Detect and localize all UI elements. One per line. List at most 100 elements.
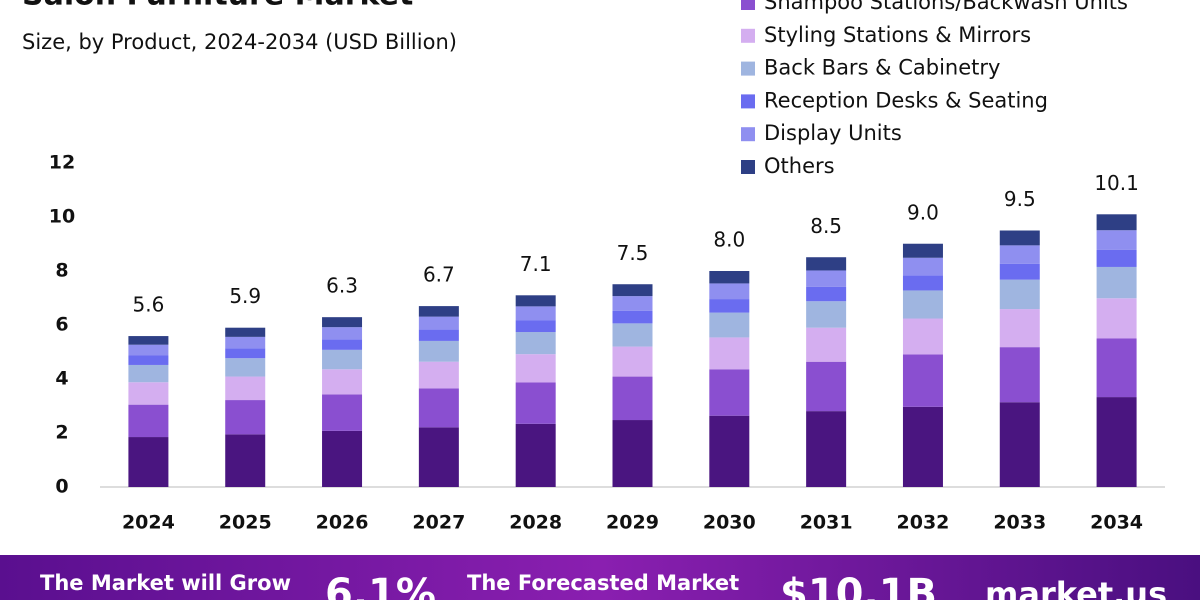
bar-segment	[999, 347, 1040, 403]
y-tick-label: 6	[55, 314, 68, 336]
bar-segment	[322, 317, 363, 328]
total-label: 6.3	[326, 273, 358, 297]
bar-segment	[128, 355, 169, 365]
bar-segment	[612, 376, 653, 421]
legend-swatch	[741, 28, 755, 43]
total-label: 7.1	[520, 252, 552, 276]
total-label: 8.5	[810, 214, 842, 238]
legend-label: Reception Desks & Seating	[764, 88, 1048, 112]
x-tick-label: 2033	[993, 512, 1046, 534]
y-tick-label: 8	[55, 260, 68, 282]
bar-segment	[128, 437, 169, 487]
bar-segment	[709, 415, 750, 487]
total-label: 5.9	[229, 284, 261, 308]
bar-segment	[515, 423, 556, 487]
bar-segment	[612, 323, 653, 347]
bar-segment	[709, 299, 750, 313]
bar-segment	[806, 327, 847, 362]
legend-label: Styling Stations & Mirrors	[764, 23, 1031, 47]
legend-label: Others	[764, 154, 835, 178]
y-tick-label: 12	[49, 152, 75, 174]
bar-segment	[806, 257, 847, 271]
bar-segment	[612, 346, 653, 377]
bar-segment	[902, 257, 943, 276]
bar-segment	[322, 349, 363, 370]
bar-segment	[709, 312, 750, 338]
x-tick-label: 2024	[122, 512, 175, 534]
bar-segment	[709, 283, 750, 300]
legend-label: Display Units	[764, 121, 902, 145]
legend-label: Back Bars & Cabinetry	[764, 56, 1000, 80]
bar-segment	[418, 306, 459, 317]
bar-segment	[322, 339, 363, 350]
bar-segment	[999, 263, 1040, 280]
x-tick-label: 2032	[897, 512, 950, 534]
chart-subtitle: Size, by Product, 2024-2034 (USD Billion…	[22, 30, 457, 54]
legend-swatch	[741, 94, 755, 109]
bar-segment	[128, 404, 169, 438]
banner-value: $10.1B	[780, 571, 937, 600]
bar-segment	[418, 316, 459, 330]
bar-segment	[1096, 266, 1137, 299]
bar-segment	[612, 284, 653, 297]
bar-segment	[418, 340, 459, 362]
banner	[0, 555, 1200, 600]
bar-segment	[709, 369, 750, 416]
bar-segment	[1096, 338, 1137, 398]
brand: market.us	[985, 575, 1167, 600]
bar-segment	[902, 275, 943, 291]
legend-swatch	[741, 160, 755, 174]
y-tick-label: 2	[55, 422, 68, 444]
bar-segment	[709, 271, 750, 284]
total-label: 10.1	[1094, 171, 1139, 195]
banner-cagr: 6.1%	[325, 571, 436, 600]
bar-segment	[999, 230, 1040, 246]
legend-swatch	[741, 127, 755, 142]
bar-segment	[902, 290, 943, 319]
total-label: 9.0	[907, 201, 939, 225]
bar-segment	[515, 332, 556, 355]
y-tick-label: 4	[55, 368, 68, 390]
bar-segment	[902, 354, 943, 407]
bar-segment	[418, 388, 459, 428]
bar-segment	[225, 358, 266, 377]
bar-segment	[322, 430, 363, 487]
bar-segment	[612, 420, 653, 487]
banner-text: The Market will Grow	[40, 571, 291, 595]
bar-segment	[709, 337, 750, 370]
bar-segment	[806, 411, 847, 487]
bar-segment	[806, 286, 847, 302]
bar-segment	[225, 400, 266, 435]
total-label: 5.6	[133, 292, 165, 316]
bar-segment	[902, 243, 943, 258]
bar-segment	[515, 320, 556, 333]
banner-text: The Forecasted Market	[467, 571, 739, 595]
bar-segment	[322, 327, 363, 340]
x-tick-label: 2031	[800, 512, 853, 534]
total-label: 6.7	[423, 263, 455, 287]
bar-segment	[322, 394, 363, 431]
bar-segment	[515, 295, 556, 307]
bar-segment	[999, 245, 1040, 264]
bar-segment	[225, 336, 266, 349]
bar-segment	[225, 376, 266, 401]
bar-segment	[515, 354, 556, 383]
bar-segment	[902, 318, 943, 355]
bar-segment	[612, 296, 653, 311]
bar-segment	[902, 406, 943, 487]
legend-swatch	[741, 61, 755, 76]
legend-swatch	[741, 0, 755, 10]
bar-segment	[225, 434, 266, 487]
x-tick-label: 2030	[703, 512, 756, 534]
x-tick-label: 2027	[412, 512, 465, 534]
bar-segment	[225, 327, 266, 337]
bar-segment	[1096, 249, 1137, 267]
bar-segment	[999, 402, 1040, 487]
bar-segment	[1096, 214, 1137, 231]
bar-segment	[515, 306, 556, 321]
x-tick-label: 2026	[316, 512, 369, 534]
bar-segment	[1096, 230, 1137, 250]
bar-segment	[225, 348, 266, 359]
bar-segment	[128, 364, 169, 383]
